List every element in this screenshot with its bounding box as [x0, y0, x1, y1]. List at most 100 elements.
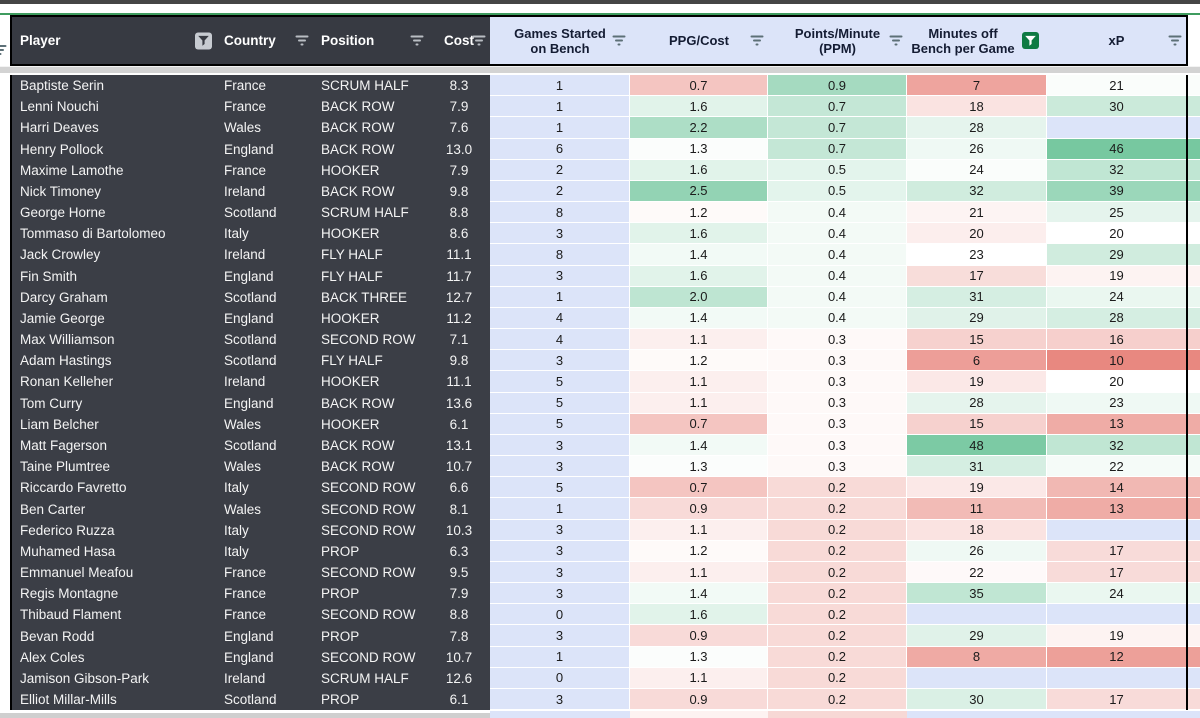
cell-ppg-cost[interactable]: 1.2	[630, 540, 768, 562]
filter-funnel-icon[interactable]	[195, 32, 212, 49]
cell-position[interactable]: SCRUM HALF	[313, 75, 428, 97]
cell-minutes-off-bench[interactable]: 15	[907, 329, 1047, 351]
header-cost[interactable]: Cost	[428, 17, 490, 64]
cell-cost[interactable]: 11.1	[428, 371, 490, 393]
cell-player[interactable]: Fin Smith	[12, 265, 216, 287]
cell-ppm[interactable]: 0.7	[768, 138, 907, 160]
cell-position[interactable]: PROP	[313, 540, 428, 562]
cell-position[interactable]: BACK ROW	[313, 117, 428, 139]
cell-games-started[interactable]: 5	[490, 413, 630, 435]
cell-games-started[interactable]: 3	[490, 223, 630, 245]
cell-games-started[interactable]: 5	[490, 371, 630, 393]
cell-cost[interactable]: 7.9	[428, 96, 490, 118]
cell-player[interactable]: Darcy Graham	[12, 286, 216, 308]
cell-position[interactable]: BACK ROW	[313, 96, 428, 118]
cell-player[interactable]: Maxime Lamothe	[12, 159, 216, 181]
cell-country[interactable]: Scotland	[216, 202, 313, 224]
cell-cost[interactable]: 8.3	[428, 75, 490, 97]
cell-ppg-cost[interactable]: 1.6	[630, 604, 768, 626]
cell-country[interactable]: France	[216, 583, 313, 605]
cell-position[interactable]: SECOND ROW	[313, 604, 428, 626]
cell-country[interactable]: Ireland	[216, 244, 313, 266]
cell-xp[interactable]: 19	[1047, 625, 1186, 647]
cell-country[interactable]: Scotland	[216, 350, 313, 372]
cell-minutes-off-bench[interactable]: 6	[907, 350, 1047, 372]
cell-minutes-off-bench[interactable]: 23	[907, 244, 1047, 266]
cell-cost[interactable]: 13.1	[428, 434, 490, 457]
cell-xp[interactable]: 22	[1047, 456, 1186, 478]
cell-position[interactable]: SECOND ROW	[313, 329, 428, 351]
cell-games-started[interactable]: 3	[490, 350, 630, 372]
cell-xp[interactable]: 19	[1047, 265, 1186, 287]
cell-games-started[interactable]: 3	[490, 265, 630, 287]
cell-xp[interactable]: 16	[1047, 329, 1186, 351]
cell-country[interactable]: France	[216, 159, 313, 181]
cell-minutes-off-bench[interactable]: 19	[907, 477, 1047, 499]
cell-position[interactable]: BACK ROW	[313, 392, 428, 414]
cell-ppm[interactable]: 0.3	[768, 371, 907, 393]
cell-country[interactable]: Wales	[216, 117, 313, 139]
cell-cost[interactable]: 13.0	[428, 138, 490, 160]
cell-country[interactable]: England	[216, 307, 313, 330]
cell-position[interactable]: HOOKER	[313, 371, 428, 393]
cell-position[interactable]: PROP	[313, 688, 428, 711]
cell-country[interactable]: France	[216, 96, 313, 118]
cell-minutes-off-bench[interactable]: 18	[907, 519, 1047, 541]
cell-player[interactable]: George Horne	[12, 202, 216, 224]
cell-cost[interactable]: 6.3	[428, 540, 490, 562]
cell-country[interactable]: England	[216, 646, 313, 668]
cell-ppg-cost[interactable]: 1.3	[630, 646, 768, 668]
cell-country[interactable]: France	[216, 561, 313, 584]
cell-country[interactable]: Wales	[216, 456, 313, 478]
cell-ppm[interactable]: 0.7	[768, 96, 907, 118]
cell-xp[interactable]: 29	[1047, 244, 1186, 266]
cell-xp[interactable]: 13	[1047, 413, 1186, 435]
cell-xp[interactable]: 32	[1047, 434, 1186, 457]
cell-country[interactable]: Wales	[216, 498, 313, 520]
sort-lines-icon[interactable]	[1167, 35, 1182, 46]
cell-player[interactable]: Tom Curry	[12, 392, 216, 414]
cell-country[interactable]: Italy	[216, 223, 313, 245]
cell-player[interactable]: Nick Timoney	[12, 180, 216, 203]
cell-ppg-cost[interactable]: 1.6	[630, 265, 768, 287]
header-ppg-cost[interactable]: PPG/Cost	[630, 17, 768, 64]
cell-xp[interactable]: 32	[1047, 159, 1186, 181]
cell-player[interactable]: Jack Crowley	[12, 244, 216, 266]
cell-ppm[interactable]: 0.3	[768, 350, 907, 372]
cell-xp[interactable]: 30	[1047, 96, 1186, 118]
cell-player[interactable]: Henry Pollock	[12, 138, 216, 160]
cell-player[interactable]: Harri Deaves	[12, 117, 216, 139]
cell-cost[interactable]: 13.6	[428, 392, 490, 414]
cell-position[interactable]: HOOKER	[313, 223, 428, 245]
cell-games-started[interactable]: 3	[490, 540, 630, 562]
cell-player[interactable]: Bevan Rodd	[12, 625, 216, 647]
cell-cost[interactable]: 8.6	[428, 223, 490, 245]
cell-games-started[interactable]: 3	[490, 456, 630, 478]
cell-ppm[interactable]: 0.2	[768, 667, 907, 689]
cell-minutes-off-bench[interactable]: 26	[907, 540, 1047, 562]
cell-ppm[interactable]: 0.2	[768, 477, 907, 499]
cell-ppm[interactable]: 0.5	[768, 159, 907, 181]
cell-xp[interactable]: 20	[1047, 223, 1186, 245]
cell-xp[interactable]: 25	[1047, 202, 1186, 224]
cell-xp[interactable]: 23	[1047, 392, 1186, 414]
cell-player[interactable]: Taine Plumtree	[12, 456, 216, 478]
cell-ppm[interactable]: 0.2	[768, 604, 907, 626]
cell-xp[interactable]	[1047, 519, 1186, 541]
cell-position[interactable]: PROP	[313, 583, 428, 605]
sort-lines-icon[interactable]	[294, 35, 309, 46]
cell-ppm[interactable]: 0.4	[768, 223, 907, 245]
cell-ppg-cost[interactable]: 1.4	[630, 583, 768, 605]
cell-minutes-off-bench[interactable]: 31	[907, 456, 1047, 478]
cell-country[interactable]: Scotland	[216, 688, 313, 711]
cell-cost[interactable]: 11.7	[428, 265, 490, 287]
header-player[interactable]: Player	[12, 17, 216, 64]
header-xp[interactable]: xP	[1047, 17, 1186, 64]
cell-xp[interactable]: 17	[1047, 688, 1186, 711]
cell-ppm[interactable]: 0.2	[768, 540, 907, 562]
cell-ppg-cost[interactable]: 1.2	[630, 350, 768, 372]
cell-player[interactable]: Emmanuel Meafou	[12, 561, 216, 584]
cell-position[interactable]: SCRUM HALF	[313, 667, 428, 689]
cell-xp[interactable]: 39	[1047, 180, 1186, 203]
cell-ppg-cost[interactable]: 0.9	[630, 498, 768, 520]
